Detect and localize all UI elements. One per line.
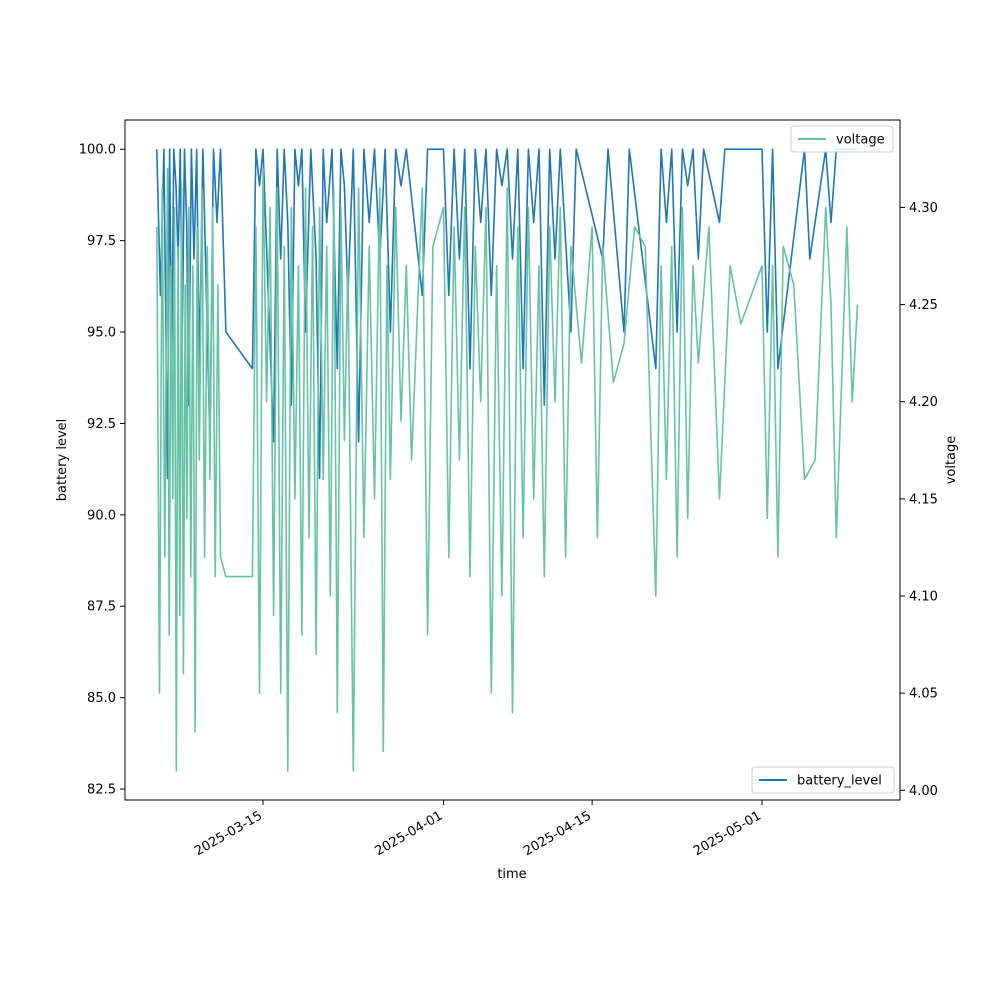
x-tick-label: 2025-04-01 xyxy=(373,808,446,859)
series-line-voltage xyxy=(156,167,859,772)
x-tick-label: 2025-04-15 xyxy=(521,808,594,859)
legend-battery-level-box xyxy=(751,766,895,794)
y-axis-left-label: battery level xyxy=(55,419,70,502)
y-right-tick-label: 4.25 xyxy=(909,298,938,313)
x-tick-label: 2025-05-01 xyxy=(691,808,764,859)
plot-frame xyxy=(124,119,901,801)
x-tick-label: 2025-03-15 xyxy=(192,808,265,859)
legend-voltage: voltage xyxy=(790,125,894,153)
y-left-tick-label: 97.5 xyxy=(87,234,116,249)
y-right-tick-label: 4.15 xyxy=(909,492,938,507)
y-right-tick-label: 4.10 xyxy=(909,590,938,605)
y-axis-right-label: voltage xyxy=(944,436,959,485)
legend-voltage-box xyxy=(790,125,894,153)
y-left-tick-label: 82.5 xyxy=(87,783,116,798)
y-axis-right: 4.00 4.05 4.10 4.15 4.20 4.25 4.30 xyxy=(900,201,938,799)
legend-battery-level: battery_level xyxy=(751,766,895,794)
legend-voltage-label: voltage xyxy=(836,133,885,148)
y-left-tick-label: 87.5 xyxy=(87,600,116,615)
y-left-tick-label: 100.0 xyxy=(79,143,116,158)
y-right-tick-label: 4.30 xyxy=(909,201,938,216)
y-right-tick-label: 4.00 xyxy=(909,784,938,799)
x-axis-label: time xyxy=(497,867,526,882)
lines-layer xyxy=(156,148,859,772)
y-right-tick-label: 4.05 xyxy=(909,687,938,702)
y-axis-left: 82.5 85.0 87.5 90.0 92.5 95.0 97.5 100.0 xyxy=(79,143,125,798)
y-left-tick-label: 92.5 xyxy=(87,417,116,432)
y-right-tick-label: 4.20 xyxy=(909,395,938,410)
y-left-tick-label: 90.0 xyxy=(87,508,116,523)
y-left-tick-label: 85.0 xyxy=(87,691,116,706)
y-left-tick-label: 95.0 xyxy=(87,326,116,341)
legend-battery-level-label: battery_level xyxy=(797,774,882,789)
x-axis: 2025-03-15 2025-04-01 2025-04-15 2025-05-01 xyxy=(192,800,764,859)
